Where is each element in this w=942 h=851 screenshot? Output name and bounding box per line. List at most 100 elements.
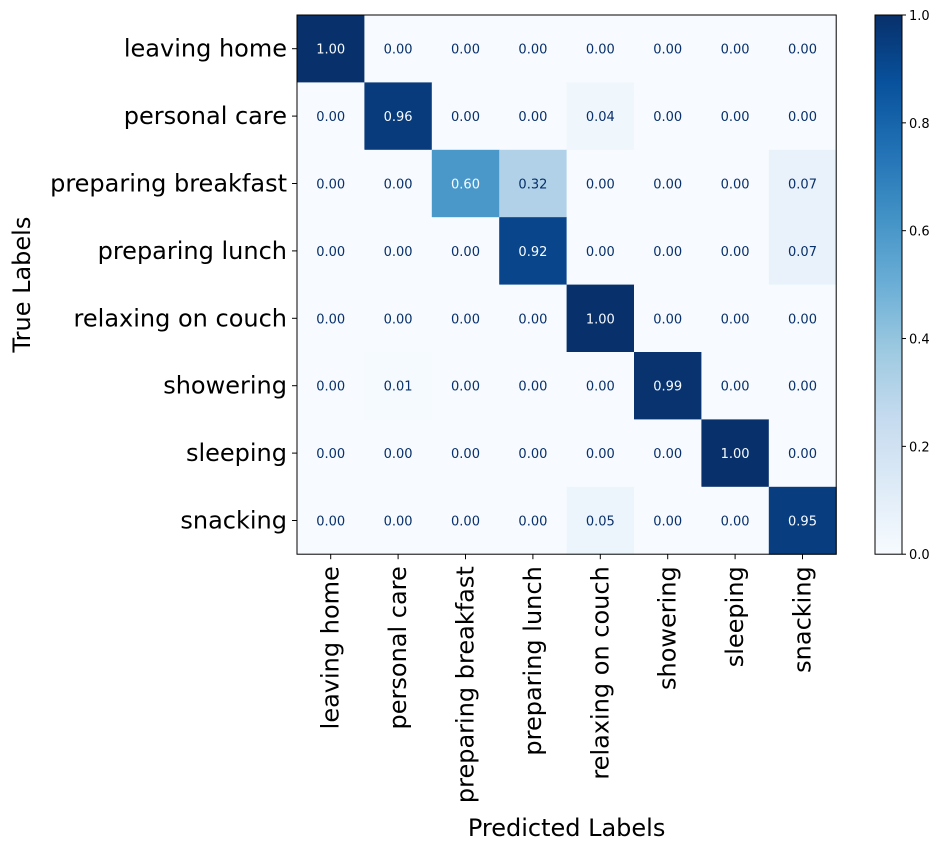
heatmap-cell (364, 217, 433, 286)
heatmap-cell (431, 217, 500, 286)
colorbar: 0.0 0.2 0.4 0.6 0.8 1.0 (874, 9, 930, 563)
heatmap-cell (431, 82, 500, 151)
heatmap-cell (499, 15, 568, 83)
heatmap-cell (499, 149, 568, 218)
cell-value-label: 0.07 (788, 245, 817, 260)
y-tick-label: personal care (124, 102, 287, 130)
heatmap-cell (297, 217, 365, 286)
cell-value-label: 0.00 (451, 43, 480, 58)
cell-value-label: 0.00 (653, 178, 682, 193)
heatmap-cell (566, 82, 635, 151)
heatmap-cell (634, 284, 702, 353)
x-axis-ticks: leaving home personal care preparing break… (317, 554, 817, 803)
heatmap-cell (768, 284, 837, 353)
colorbar-tick-label: 0.4 (909, 333, 930, 348)
cell-value-label: 0.00 (384, 515, 413, 530)
heatmap-cells (297, 15, 837, 555)
cell-value-label: 0.00 (384, 312, 413, 327)
heatmap-cell (297, 419, 365, 488)
heatmap-cell (701, 284, 770, 353)
heatmap-cell (364, 15, 433, 83)
cell-value-label: 0.00 (653, 110, 682, 125)
cell-value-label: 0.00 (721, 515, 750, 530)
cell-value-label: 0.04 (586, 110, 615, 125)
heatmap-cell (364, 419, 433, 488)
cell-value-label: 0.60 (451, 178, 480, 193)
heatmap-cell (297, 486, 365, 555)
heatmap-cell (364, 352, 433, 420)
heatmap-cell (431, 352, 500, 420)
cell-value-label: 0.00 (316, 312, 345, 327)
heatmap-cell (634, 82, 702, 151)
heatmap-cell (297, 284, 365, 353)
cell-value-label: 0.00 (721, 110, 750, 125)
y-tick-label: snacking (180, 507, 287, 535)
x-tick-label: snacking (789, 566, 817, 673)
cell-value-label: 0.00 (788, 312, 817, 327)
cell-value-label: 0.95 (788, 515, 817, 530)
heatmap-cell (566, 352, 635, 420)
cell-value-label: 0.00 (384, 43, 413, 58)
heatmap-cell (701, 486, 770, 555)
heatmap-cell (701, 352, 770, 420)
heatmap-cell (364, 486, 433, 555)
cell-value-label: 0.00 (653, 515, 682, 530)
colorbar-tick-label: 1.0 (909, 9, 930, 24)
y-axis-ticks: leaving home personal care preparing break… (50, 35, 297, 535)
heatmap-cell (297, 82, 365, 151)
cell-value-label: 0.00 (518, 380, 547, 395)
cell-value-label: 0.00 (518, 312, 547, 327)
cell-value-label: 1.00 (721, 447, 750, 462)
cell-value-label: 0.05 (586, 515, 615, 530)
cell-value-label: 0.00 (586, 447, 615, 462)
heatmap-cell (634, 352, 702, 420)
cell-value-label: 0.00 (586, 178, 615, 193)
cell-value-label: 0.00 (316, 515, 345, 530)
x-tick-label: showering (654, 566, 682, 690)
cell-value-label: 0.00 (721, 380, 750, 395)
heatmap-cell (768, 82, 837, 151)
cell-value-label: 0.00 (586, 380, 615, 395)
heatmap-cell (701, 82, 770, 151)
heatmap-cell (297, 149, 365, 218)
y-tick-label: showering (163, 372, 287, 400)
cell-value-label: 0.32 (518, 178, 547, 193)
heatmap-cell (634, 15, 702, 83)
y-tick-label: relaxing on couch (74, 304, 287, 332)
cell-value-label: 0.00 (586, 245, 615, 260)
heatmap-cell (499, 419, 568, 488)
colorbar-tick-label: 0.2 (909, 440, 930, 455)
y-tick-label: preparing lunch (98, 237, 287, 265)
x-tick-label: relaxing on couch (586, 566, 614, 779)
y-tick-label: preparing breakfast (50, 170, 287, 198)
cell-value-label: 0.00 (788, 380, 817, 395)
y-tick-label: leaving home (124, 35, 287, 63)
cell-value-label: 0.00 (384, 245, 413, 260)
x-tick-label: leaving home (317, 566, 345, 729)
heatmap-cell (499, 486, 568, 555)
cell-value-label: 0.92 (518, 245, 547, 260)
cell-value-label: 0.00 (451, 245, 480, 260)
colorbar-tick-label: 0.0 (909, 548, 930, 563)
cell-value-label: 0.00 (788, 110, 817, 125)
heatmap-cell (701, 419, 770, 488)
colorbar-tick-label: 0.8 (909, 117, 930, 132)
heatmap-cell (566, 149, 635, 218)
heatmap-cell (364, 149, 433, 218)
plot-frame (296, 14, 837, 555)
cell-value-label: 0.00 (721, 178, 750, 193)
heatmap-cell (431, 486, 500, 555)
x-tick-label: preparing breakfast (452, 566, 480, 803)
heatmap-cell (768, 352, 837, 420)
heatmap-cell (634, 217, 702, 286)
colorbar-gradient (874, 14, 903, 555)
heatmap-cell (566, 217, 635, 286)
cell-value-label: 0.00 (316, 447, 345, 462)
colorbar-tick-label: 0.6 (909, 225, 930, 240)
heatmap-cell (701, 149, 770, 218)
heatmap-cell (431, 419, 500, 488)
heatmap-cell (566, 284, 635, 353)
cell-value-label: 0.00 (316, 178, 345, 193)
y-tick-label: sleeping (186, 439, 287, 467)
